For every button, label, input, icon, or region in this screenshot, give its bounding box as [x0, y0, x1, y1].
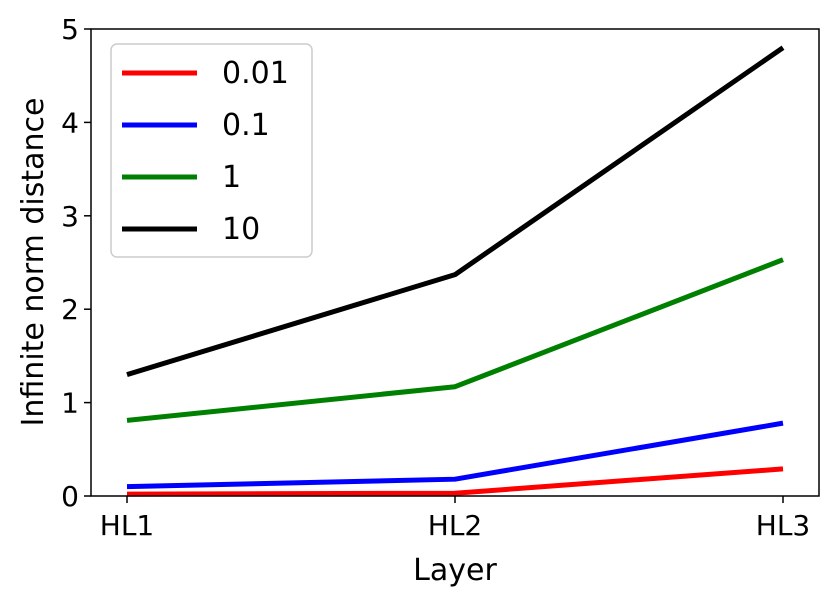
series-line-2: [126, 257, 784, 423]
legend-frame: [110, 43, 313, 258]
series-line-3: [126, 45, 785, 377]
x-tick-label: HL1: [100, 509, 154, 542]
y-tick-label: 4: [61, 106, 79, 139]
x-tick-label: HL2: [428, 509, 482, 542]
legend-label: 0.01: [222, 56, 289, 91]
y-axis-ticks: 0 1 2 3 4 5: [61, 13, 91, 513]
x-tick-label: HL3: [756, 509, 810, 542]
y-axis-label: Infinite norm distance: [16, 98, 51, 427]
series-line-1: [126, 420, 784, 490]
legend-label: 10: [222, 212, 260, 247]
legend: 0.01 0.1 1 10: [110, 43, 313, 258]
y-tick-label: 2: [61, 293, 79, 326]
y-tick-label: 1: [61, 387, 79, 420]
x-axis-label: Layer: [413, 553, 497, 588]
x-axis-ticks: HL1 HL2 HL3: [100, 496, 810, 542]
y-tick-label: 3: [61, 200, 79, 233]
y-tick-label: 5: [61, 13, 79, 46]
legend-label: 1: [222, 160, 241, 195]
series-lines: [126, 45, 785, 497]
series-line-0: [126, 466, 784, 497]
plot-frame: [90, 28, 820, 497]
y-tick-label: 0: [61, 480, 79, 513]
legend-label: 0.1: [222, 108, 270, 143]
